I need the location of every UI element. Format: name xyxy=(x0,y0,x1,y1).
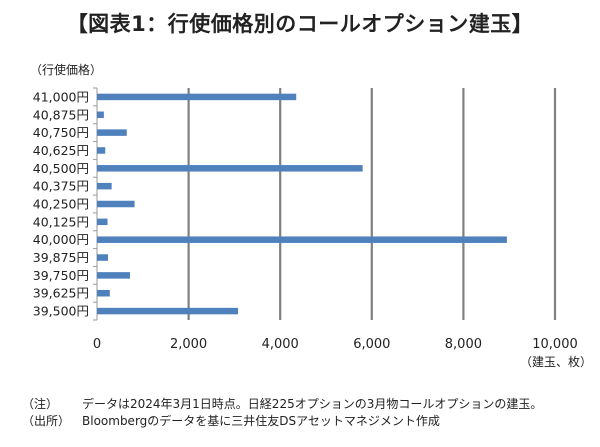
category-label: 40,250円 xyxy=(33,197,89,212)
bar xyxy=(97,218,108,226)
bar xyxy=(97,93,297,101)
source-row: （出所） Bloombergのデータを基に三井住友DSアセットマネジメント作成 xyxy=(22,413,440,430)
bar xyxy=(97,200,135,208)
x-tick-label: 0 xyxy=(93,337,101,352)
x-tick-label: 8,000 xyxy=(445,337,482,352)
bar xyxy=(97,129,127,136)
grid-lines xyxy=(93,87,557,321)
x-tick-label: 10,000 xyxy=(532,337,578,352)
category-label: 40,000円 xyxy=(33,232,89,247)
category-label: 39,750円 xyxy=(33,268,89,283)
x-tick-label: 4,000 xyxy=(262,337,299,352)
bar xyxy=(97,165,363,172)
bar xyxy=(97,307,239,315)
category-label: 41,000円 xyxy=(33,89,89,104)
source-text: Bloombergのデータを基に三井住友DSアセットマネジメント作成 xyxy=(82,414,440,428)
note-key: （注） xyxy=(22,397,59,411)
bar xyxy=(97,147,106,154)
category-label: 39,625円 xyxy=(33,286,89,301)
chart-title: 【図表1：行使価格別のコールオプション建玉】 xyxy=(66,12,534,36)
note-row: （注） データは2024年3月1日時点。日経225オプションの3月物コールオプショ… xyxy=(22,396,542,413)
category-label: 40,625円 xyxy=(33,143,89,158)
bar xyxy=(97,111,104,119)
bar xyxy=(97,236,507,243)
x-tick-label: 2,000 xyxy=(170,337,207,352)
bar xyxy=(97,289,110,297)
bars xyxy=(97,93,507,315)
category-label: 40,375円 xyxy=(33,179,89,194)
note-text: データは2024年3月1日時点。日経225オプションの3月物コールオプションの建… xyxy=(82,397,543,411)
category-label: 40,750円 xyxy=(33,125,89,140)
category-label: 40,125円 xyxy=(33,214,89,229)
bar xyxy=(97,182,112,190)
category-label: 39,500円 xyxy=(33,304,89,319)
x-axis-label: （建玉、枚） xyxy=(520,354,592,369)
x-tick-labels: 0 2,000 4,000 6,000 8,000 10,000 xyxy=(93,337,578,352)
x-tick-label: 6,000 xyxy=(353,337,390,352)
category-label: 40,500円 xyxy=(33,161,89,176)
category-labels: 41,000円 40,875円 40,750円 40,625円 40,500円 40,37… xyxy=(33,89,89,318)
category-label: 40,875円 xyxy=(33,107,89,122)
bar xyxy=(97,254,108,261)
source-key: （出所） xyxy=(22,414,71,428)
y-axis-label: （行使価格） xyxy=(30,62,102,77)
bar xyxy=(97,272,130,279)
category-label: 39,875円 xyxy=(33,250,89,265)
